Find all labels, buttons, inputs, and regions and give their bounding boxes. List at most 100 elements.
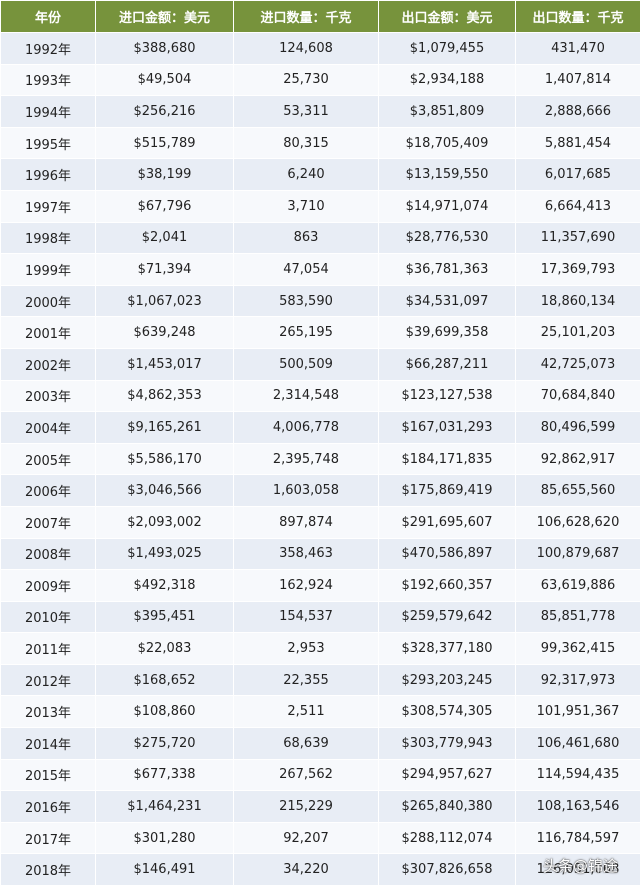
- table-cell: 22,355: [233, 663, 379, 697]
- table-row: 2004年 $9,165,261 4,006,778 $167,031,293 80,4…: [0, 411, 640, 444]
- table-cell: $291,695,607: [378, 505, 516, 539]
- header-cell: 年份: [0, 0, 96, 33]
- table-cell: 1996年: [0, 158, 96, 191]
- table-cell: 108,163,546: [515, 790, 640, 823]
- table-cell: $294,957,627: [378, 758, 516, 792]
- table-cell: $5,586,170: [95, 442, 234, 476]
- table-cell: 34,220: [233, 853, 379, 886]
- table-cell: 6,240: [233, 158, 379, 191]
- header-cell: 进口数量：千克: [233, 0, 379, 33]
- table-cell: $3,046,566: [95, 474, 234, 507]
- table-cell: 85,655,560: [515, 474, 640, 507]
- table-cell: $192,660,357: [378, 569, 516, 602]
- table-cell: 431,470: [515, 32, 640, 65]
- table-cell: $39,699,358: [378, 316, 516, 349]
- table-row: 2017年 $301,280 92,207 $288,112,074 116,784,5…: [0, 821, 640, 855]
- table-cell: $388,680: [95, 32, 234, 65]
- table-cell: 80,496,599: [515, 411, 640, 444]
- table-cell: 2016年: [0, 790, 96, 823]
- table-cell: 70,684,840: [515, 379, 640, 413]
- table-cell: 6,664,413: [515, 189, 640, 223]
- table-row: 2009年 $492,318 162,924 $192,660,357 63,619,8…: [0, 569, 640, 602]
- table-cell: 2012年: [0, 663, 96, 697]
- table-cell: 11,357,690: [515, 221, 640, 255]
- table-row: 2015年 $677,338 267,562 $294,957,627 114,594,…: [0, 758, 640, 792]
- table-row: 2018年 $146,491 34,220 $307,826,658 126,051,0…: [0, 853, 640, 886]
- table-cell: $38,199: [95, 158, 234, 191]
- table-cell: 2,888,666: [515, 95, 640, 128]
- table-cell: $146,491: [95, 853, 234, 886]
- table-row: 1997年 $67,796 3,710 $14,971,074 6,664,413: [0, 189, 640, 223]
- table-cell: 25,730: [233, 63, 379, 97]
- table-cell: $123,127,538: [378, 379, 516, 413]
- table-cell: 1998年: [0, 221, 96, 255]
- table-cell: 80,315: [233, 126, 379, 160]
- table-cell: $470,586,897: [378, 537, 516, 571]
- table-cell: 42,725,073: [515, 347, 640, 381]
- table-cell: 5,881,454: [515, 126, 640, 160]
- table-cell: 114,594,435: [515, 758, 640, 792]
- table-cell: 2010年: [0, 600, 96, 634]
- table-cell: $4,862,353: [95, 379, 234, 413]
- table-cell: $175,869,419: [378, 474, 516, 507]
- table-cell: $168,652: [95, 663, 234, 697]
- table-row: 2014年 $275,720 68,639 $303,779,943 106,461,6…: [0, 727, 640, 760]
- table-cell: 583,590: [233, 284, 379, 318]
- table-cell: 2005年: [0, 442, 96, 476]
- table-row: 2008年 $1,493,025 358,463 $470,586,897 100,87…: [0, 537, 640, 571]
- table-cell: $108,860: [95, 695, 234, 729]
- table-body: 1992年 $388,680 124,608 $1,079,455 431,470 199…: [0, 32, 640, 886]
- table-cell: 25,101,203: [515, 316, 640, 349]
- table-cell: $288,112,074: [378, 821, 516, 855]
- table-cell: $293,203,245: [378, 663, 516, 697]
- table-cell: $307,826,658: [378, 853, 516, 886]
- table-cell: $36,781,363: [378, 253, 516, 286]
- table-cell: 2015年: [0, 758, 96, 792]
- table-row: 2002年 $1,453,017 500,509 $66,287,211 42,725,…: [0, 347, 640, 381]
- table-row: 1995年 $515,789 80,315 $18,705,409 5,881,454: [0, 126, 640, 160]
- table-row: 2005年 $5,586,170 2,395,748 $184,171,835 92,8…: [0, 442, 640, 476]
- table-cell: 2013年: [0, 695, 96, 729]
- table-cell: 92,317,973: [515, 663, 640, 697]
- table-cell: $1,493,025: [95, 537, 234, 571]
- table-row: 2012年 $168,652 22,355 $293,203,245 92,317,97…: [0, 663, 640, 697]
- table-cell: 2,395,748: [233, 442, 379, 476]
- table-cell: $71,394: [95, 253, 234, 286]
- table-row: 1993年 $49,504 25,730 $2,934,188 1,407,814: [0, 63, 640, 97]
- table-cell: 106,461,680: [515, 727, 640, 760]
- table-cell: $1,453,017: [95, 347, 234, 381]
- table-cell: $515,789: [95, 126, 234, 160]
- table-cell: $3,851,809: [378, 95, 516, 128]
- table-cell: 2003年: [0, 379, 96, 413]
- header-row: 年份 进口金额：美元 进口数量：千克 出口金额：美元 出口数量：千克: [0, 0, 640, 33]
- table-cell: $2,093,002: [95, 505, 234, 539]
- table-row: 2013年 $108,860 2,511 $308,574,305 101,951,36…: [0, 695, 640, 729]
- table-row: 1994年 $256,216 53,311 $3,851,809 2,888,666: [0, 95, 640, 128]
- table-cell: 1997年: [0, 189, 96, 223]
- table-cell: $13,159,550: [378, 158, 516, 191]
- table-cell: $492,318: [95, 569, 234, 602]
- table-cell: $265,840,380: [378, 790, 516, 823]
- table-row: 2010年 $395,451 154,537 $259,579,642 85,851,7…: [0, 600, 640, 634]
- table-cell: 2,511: [233, 695, 379, 729]
- table-row: 2000年 $1,067,023 583,590 $34,531,097 18,860,…: [0, 284, 640, 318]
- table-row: 1996年 $38,199 6,240 $13,159,550 6,017,685: [0, 158, 640, 191]
- table-header: 年份 进口金额：美元 进口数量：千克 出口金额：美元 出口数量：千克: [0, 0, 640, 33]
- table-cell: $395,451: [95, 600, 234, 634]
- table-cell: $49,504: [95, 63, 234, 97]
- table-cell: 85,851,778: [515, 600, 640, 634]
- table-row: 1998年 $2,041 863 $28,776,530 11,357,690: [0, 221, 640, 255]
- table-cell: $9,165,261: [95, 411, 234, 444]
- table-cell: $184,171,835: [378, 442, 516, 476]
- table-cell: 2,314,548: [233, 379, 379, 413]
- table-cell: 2011年: [0, 632, 96, 665]
- table-row: 2001年 $639,248 265,195 $39,699,358 25,101,20…: [0, 316, 640, 349]
- table-cell: 215,229: [233, 790, 379, 823]
- table-cell: 2008年: [0, 537, 96, 571]
- table-row: 2016年 $1,464,231 215,229 $265,840,380 108,16…: [0, 790, 640, 823]
- table-cell: 2017年: [0, 821, 96, 855]
- table-cell: 1992年: [0, 32, 96, 65]
- table-cell: 2000年: [0, 284, 96, 318]
- table-cell: 1,407,814: [515, 63, 640, 97]
